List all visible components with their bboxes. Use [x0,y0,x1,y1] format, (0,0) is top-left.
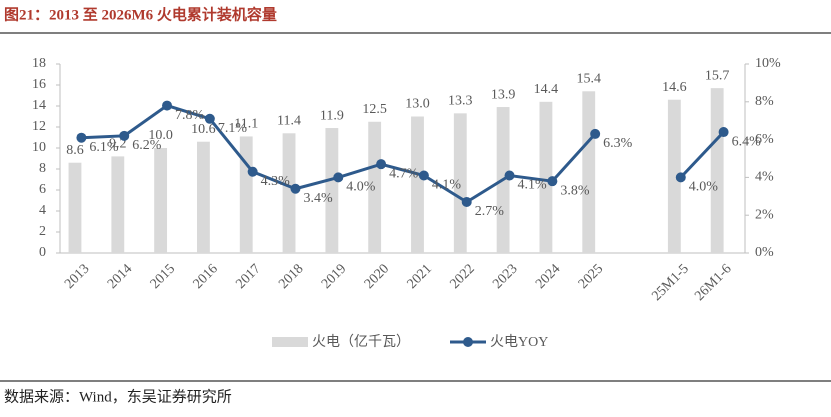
line-marker [590,128,601,139]
line-marker [76,132,87,143]
line-label: 4.0% [689,180,719,195]
line-marker [290,183,301,194]
chart-title: 图21：2013 至 2026M6 火电累计装机容量 [4,5,277,23]
y-tick-label: 12 [32,119,46,134]
bar [539,101,553,253]
bar-label: 11.9 [320,108,344,123]
x-tick-label: 2021 [405,261,435,291]
x-tick-label: 2017 [233,261,263,291]
y-tick-label: 18 [32,56,46,71]
bar-label: 10.6 [191,122,216,137]
line-label: 6.3% [603,136,633,151]
x-tick-label: 2025 [576,261,606,291]
line-label: 4.0% [346,180,376,195]
bar [68,162,82,253]
bar [667,99,681,253]
line-label: 6.1% [89,140,119,155]
line-marker [547,176,558,187]
y2-tick-label: 0% [755,245,774,260]
line-label: 6.4% [732,134,762,149]
bar [111,156,125,253]
y-tick-label: 8 [39,161,46,176]
bar [453,113,467,253]
line-label: 4.3% [261,174,291,189]
y-tick-label: 6 [39,182,46,197]
line-marker [247,166,258,177]
line-marker [461,196,472,207]
legend-label: 火电YOY [490,334,548,350]
bar-label: 11.4 [277,114,301,129]
y2-tick-label: 2% [755,207,774,222]
x-tick-label: 2020 [362,261,392,291]
y-tick-label: 2 [39,224,46,239]
legend-swatch [463,337,473,347]
line-label: 7.1% [218,121,248,136]
y2-tick-label: 4% [755,170,774,185]
bar [154,148,168,253]
x-tick-label: 2018 [276,261,306,291]
bar [197,141,210,253]
y-tick-label: 14 [32,98,46,113]
line-marker [162,100,173,111]
bar [411,116,424,253]
bar-label: 14.6 [662,80,687,95]
bar [368,121,382,253]
x-tick-label: 2023 [490,261,520,291]
line-label: 4.7% [389,166,419,181]
y-tick-label: 0 [39,245,46,260]
bar [582,91,596,253]
x-tick-label: 2014 [105,261,135,291]
x-tick-label: 2024 [533,261,563,291]
line-label: 2.7% [475,204,505,219]
y-tick-label: 16 [32,77,46,92]
bar-label: 13.3 [448,94,473,109]
line-marker [504,170,515,181]
line-label: 4.1% [432,178,462,193]
y2-tick-label: 10% [755,56,781,71]
bar-label: 10.0 [148,128,173,143]
bar [239,136,253,253]
bar-label: 14.4 [534,82,559,97]
line-marker [718,127,729,138]
x-tick-label: 2019 [319,261,349,291]
source: 数据来源：Wind，东吴证券研究所 [4,388,232,405]
bar-label: 12.5 [362,102,387,117]
bar-label: 15.4 [576,72,601,87]
bar-label: 8.6 [66,143,84,158]
x-tick-label: 25M1-5 [649,261,692,304]
bar-label: 15.7 [705,68,730,83]
legend-swatch [272,337,308,347]
x-tick-label: 2016 [191,261,221,291]
line-marker [204,113,215,124]
x-tick-label: 2022 [447,261,477,291]
bar [710,88,724,254]
x-tick-label: 2013 [62,261,92,291]
y2-tick-label: 6% [755,132,774,147]
y-tick-label: 4 [39,203,46,218]
y-tick-label: 10 [32,140,46,155]
bar-label: 11.1 [234,117,258,132]
bar [325,128,339,253]
bar [282,133,296,253]
x-tick-label: 26M1-6 [692,261,735,304]
legend-label: 火电（亿千瓦） [312,334,410,350]
line-label: 4.1% [518,178,548,193]
line-marker [333,172,344,183]
line-marker [418,170,429,181]
line-marker [376,159,387,170]
bar-label: 13.9 [491,87,516,102]
line-marker [119,130,130,141]
line-label: 3.4% [303,191,333,206]
line-label: 7.8% [175,108,205,123]
line-label: 3.8% [560,183,590,198]
line-label: 6.2% [132,138,162,153]
x-tick-label: 2015 [148,261,178,291]
y2-tick-label: 8% [755,94,774,109]
bar-label: 13.0 [405,97,430,112]
line-marker [675,172,686,183]
